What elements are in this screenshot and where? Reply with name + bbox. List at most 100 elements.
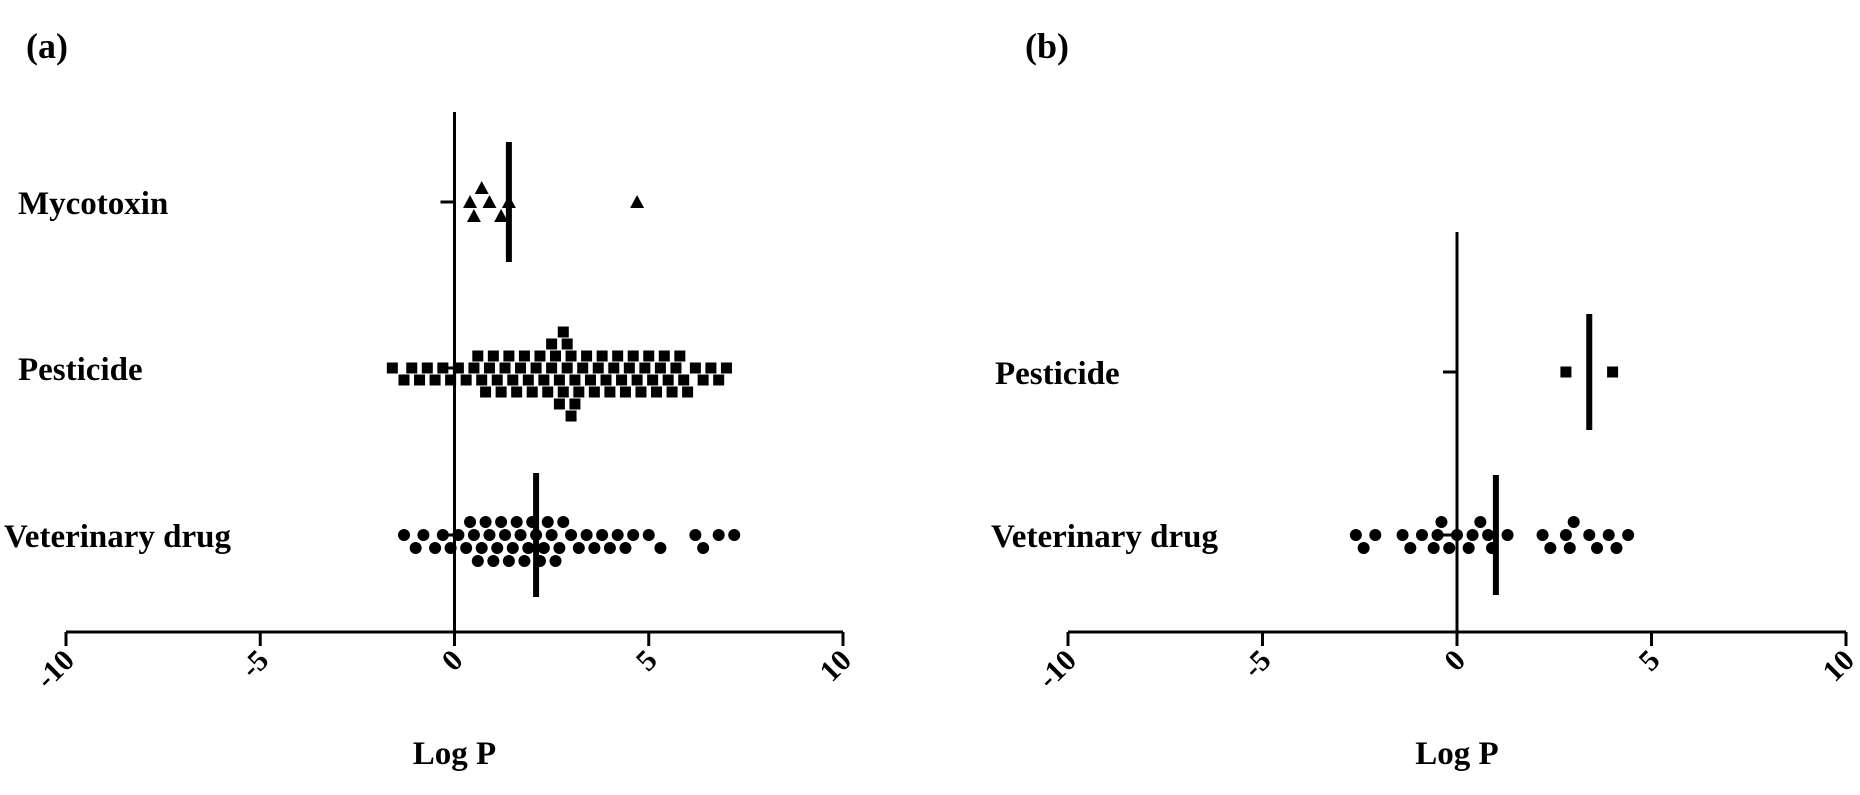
data-point-circle <box>510 516 523 528</box>
data-point-circle <box>460 542 473 554</box>
data-point-square <box>584 374 596 386</box>
data-point-circle <box>619 542 632 554</box>
data-point-circle <box>1427 542 1440 554</box>
data-point-circle <box>689 529 702 541</box>
data-point-square <box>647 374 659 386</box>
data-point-square <box>468 362 480 374</box>
data-point-square <box>573 386 585 398</box>
x-tick-label: -5 <box>234 644 275 685</box>
data-point-circle <box>572 542 585 554</box>
data-point-square <box>666 386 678 398</box>
panel-b: (b) -10 -5 0 5 10 Log P Pesticide Veterinary dr… <box>991 26 1860 772</box>
data-point-square <box>697 374 709 386</box>
data-point-square <box>561 362 573 374</box>
data-point-square <box>503 350 515 362</box>
data-point-square <box>565 350 577 362</box>
data-point-square <box>678 374 690 386</box>
data-point-square <box>550 350 562 362</box>
data-point-circle <box>1559 529 1572 541</box>
data-point-square <box>689 362 701 374</box>
data-point-circle <box>452 529 465 541</box>
data-point-triangle <box>482 195 497 208</box>
data-point-square <box>596 350 608 362</box>
data-point-square <box>577 362 589 374</box>
data-point-circle <box>1396 529 1409 541</box>
data-point-square <box>1560 366 1572 378</box>
data-point-circle <box>1544 542 1557 554</box>
category-label: Pesticide <box>18 352 143 388</box>
data-point-circle <box>491 542 504 554</box>
data-point-square <box>623 362 635 374</box>
data-point-square <box>616 374 628 386</box>
data-point-circle <box>514 529 527 541</box>
data-point-circle <box>502 555 515 567</box>
data-point-square <box>581 350 593 362</box>
data-point-triangle <box>494 209 509 222</box>
data-point-circle <box>1563 542 1576 554</box>
data-point-circle <box>409 542 422 554</box>
data-point-circle <box>1431 529 1444 541</box>
data-point-circle <box>596 529 609 541</box>
data-point-square <box>530 362 542 374</box>
x-axis-title: Log P <box>1415 736 1498 772</box>
data-point-circle <box>549 555 562 567</box>
data-point-circle <box>642 529 655 541</box>
data-point-square <box>495 386 507 398</box>
category-label: Veterinary drug <box>991 519 1219 555</box>
data-point-circle <box>429 542 442 554</box>
data-point-circle <box>1610 542 1623 554</box>
data-point-circle <box>1462 542 1475 554</box>
data-point-circle <box>1591 542 1604 554</box>
data-point-square <box>670 362 682 374</box>
data-point-square <box>561 338 573 350</box>
data-point-square <box>635 386 647 398</box>
data-point-square <box>600 374 612 386</box>
data-point-square <box>526 386 538 398</box>
data-point-square <box>565 410 577 422</box>
data-point-square <box>491 374 503 386</box>
panel-a: (a) -10 -5 0 5 10 Log P Mycotoxin Pesticide Vete… <box>4 26 858 772</box>
data-point-circle <box>471 555 484 567</box>
data-point-square <box>612 350 624 362</box>
panel-label: (b) <box>1025 26 1069 66</box>
data-point-square <box>480 386 492 398</box>
data-point-square <box>452 362 464 374</box>
data-point-square <box>546 338 558 350</box>
data-point-square <box>592 362 604 374</box>
data-point-circle <box>1443 542 1456 554</box>
data-point-square <box>713 374 725 386</box>
data-point-circle <box>1622 529 1635 541</box>
x-tick-label: 10 <box>1816 644 1860 689</box>
data-point-square <box>414 374 426 386</box>
data-point-circle <box>627 529 640 541</box>
data-point-triangle <box>466 209 481 222</box>
data-point-square <box>682 386 694 398</box>
data-point-square <box>476 374 488 386</box>
data-point-square <box>1607 366 1619 378</box>
data-point-square <box>460 374 472 386</box>
data-point-square <box>499 362 511 374</box>
x-tick-label: -10 <box>1031 644 1083 696</box>
data-point-square <box>546 362 558 374</box>
data-point-square <box>437 362 449 374</box>
data-point-circle <box>479 516 492 528</box>
x-tick-label: -5 <box>1236 644 1277 685</box>
data-point-circle <box>1536 529 1549 541</box>
data-point-square <box>557 326 569 338</box>
data-point-circle <box>697 542 710 554</box>
data-point-square <box>421 362 433 374</box>
data-point-square <box>569 374 581 386</box>
data-point-circle <box>1501 529 1514 541</box>
category-label: Mycotoxin <box>18 186 168 222</box>
x-tick-label: 5 <box>630 644 664 678</box>
data-point-circle <box>545 529 558 541</box>
data-point-square <box>445 374 457 386</box>
data-point-triangle <box>463 195 478 208</box>
data-point-square <box>658 350 670 362</box>
data-point-circle <box>728 529 741 541</box>
data-point-circle <box>1415 529 1428 541</box>
data-point-square <box>604 386 616 398</box>
data-point-square <box>705 362 717 374</box>
data-point-square <box>487 350 499 362</box>
